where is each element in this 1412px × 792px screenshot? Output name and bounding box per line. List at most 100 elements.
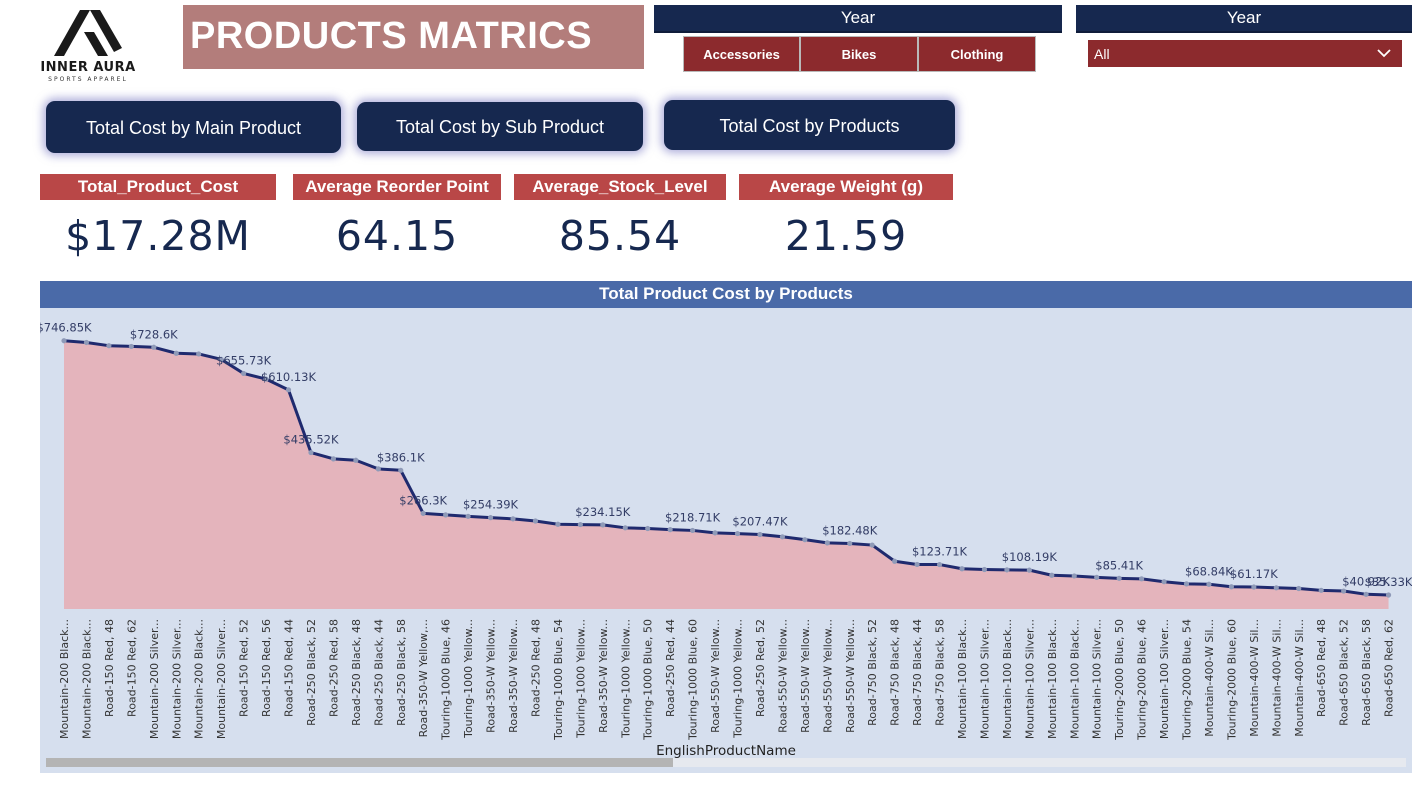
x-tick-label: Mountain-100 Silver...	[1091, 619, 1104, 739]
x-tick-label: Mountain-400-W Sil...	[1270, 619, 1283, 737]
kpi-label-average-stock-level: Average_Stock_Level	[514, 174, 726, 200]
x-tick-label: Road-350-W Yellow...	[597, 619, 610, 733]
x-tick-label: Touring-1000 Blue, 60	[687, 619, 700, 741]
data-point: Mountain-200 Silver...: 728.6K	[151, 344, 157, 350]
data-label: $746.85K	[40, 321, 92, 335]
x-tick-label: Road-250 Black, 58	[395, 619, 408, 726]
data-point: Mountain-100 Silver...: 76K	[1161, 579, 1167, 585]
data-point: Road-250 Red, 48: 245K	[532, 518, 539, 524]
data-label: $655.73K	[216, 353, 272, 367]
data-point: Touring-1000 Yellow...: 210K	[734, 530, 741, 537]
x-tick-label: Mountain-100 Silver...	[1023, 619, 1036, 739]
data-label: $266.3K	[399, 493, 447, 507]
data-label: $254.39K	[463, 498, 519, 512]
area-fill	[64, 340, 1389, 609]
x-tick-label: Road-150 Red, 44	[283, 619, 296, 717]
category-slicer-header: Year	[654, 5, 1062, 33]
total-cost-sub-product-button[interactable]: Total Cost by Sub Product	[357, 102, 643, 151]
x-tick-label: Road-650 Red, 62	[1383, 619, 1396, 717]
data-label: $218.71K	[665, 510, 721, 524]
data-point: Touring-2000 Blue, 50: 85.41K	[1116, 575, 1122, 581]
x-tick-label: Road-650 Black, 52	[1338, 619, 1351, 726]
x-tick-label: Touring-2000 Blue, 50	[1113, 619, 1126, 741]
x-tick-label: Mountain-200 Black...	[80, 619, 93, 739]
year-dropdown[interactable]: All	[1088, 40, 1402, 67]
chart-scrollbar-thumb[interactable]	[46, 758, 673, 767]
x-tick-label: Touring-2000 Blue, 60	[1225, 619, 1238, 741]
data-point: Road-650 Red, 62: 39K	[1385, 592, 1392, 598]
x-tick-label: Mountain-200 Silver...	[148, 619, 161, 739]
x-tick-label: Mountain-400-W Sil...	[1203, 619, 1216, 737]
brand-logo: INNER AURA SPORTS APPAREL	[26, 6, 150, 86]
x-tick-label: Road-650 Red, 48	[1315, 619, 1328, 717]
x-tick-label: Mountain-200 Silver...	[215, 619, 228, 739]
data-point: Road-550-W Yellow...: 201K	[779, 534, 786, 540]
data-point: Road-750 Black, 58: 123.71K	[936, 561, 943, 568]
x-tick-label: Mountain-100 Black...	[1046, 619, 1059, 739]
x-tick-label: Mountain-400-W Sil...	[1293, 619, 1306, 737]
total-cost-products-button[interactable]: Total Cost by Products	[664, 100, 955, 150]
x-tick-label: Road-350-W Yellow...	[485, 619, 498, 733]
slicer-option-accessories[interactable]: Accessories	[683, 36, 800, 72]
data-point: Road-750 Black, 44: 124K	[914, 561, 920, 568]
x-tick-label: Road-550-W Yellow...	[821, 619, 834, 733]
x-tick-label: Road-250 Red, 58	[327, 619, 340, 717]
data-point: Road-150 Red, 48: 733K	[106, 343, 112, 349]
data-point: Mountain-100 Silver...: 88K	[1094, 574, 1100, 580]
x-tick-label: Mountain-200 Black...	[193, 619, 206, 739]
product-cost-chart-panel: Total Product Cost by Products Mountain-…	[40, 281, 1412, 773]
kpi-value-total-product-cost: $17.28M	[65, 212, 251, 260]
data-point: Mountain-100 Black...: 112K	[959, 566, 965, 572]
data-point: Road-150 Red, 62: 731K	[128, 343, 134, 350]
x-tick-label: Road-750 Black, 48	[889, 619, 902, 726]
chart-scrollbar-track[interactable]	[46, 758, 1406, 767]
data-label: $123.71K	[912, 545, 968, 559]
slicer-option-clothing[interactable]: Clothing	[918, 36, 1036, 72]
x-tick-label: Road-250 Red, 44	[664, 619, 677, 717]
data-point: Road-350-W Yellow...: 251K	[510, 516, 516, 522]
x-tick-label: Mountain-100 Silver...	[978, 619, 991, 739]
data-point: Road-550-W Yellow...: 182.48K	[847, 540, 853, 547]
x-tick-label: Road-750 Black, 52	[866, 619, 879, 726]
product-cost-area-chart: Mountain-200 Black...: 746.85K Mountain-2…	[40, 321, 1412, 759]
year-dropdown-value: All	[1094, 46, 1110, 62]
data-point: Touring-1000 Blue, 50: 224K	[645, 525, 651, 532]
data-point: Touring-2000 Blue, 46: 84K	[1139, 576, 1145, 582]
chevron-down-icon	[1376, 40, 1392, 76]
data-label: $435.52K	[283, 433, 339, 447]
data-point: Mountain-400-W Sil...: 61.17K	[1251, 584, 1257, 590]
x-tick-label: Road-150 Red, 48	[103, 619, 116, 717]
data-point: Mountain-100 Black...: 94K	[1049, 572, 1055, 578]
data-point: Road-550-W Yellow...: 184K	[824, 540, 830, 546]
data-point: Mountain-200 Silver...: 695K	[218, 356, 224, 362]
page-title-banner: PRODUCTS MATRICS	[183, 5, 644, 69]
data-label: $182.48K	[822, 523, 878, 537]
x-tick-label: Mountain-100 Silver...	[1158, 619, 1171, 739]
page-title: PRODUCTS MATRICS	[190, 15, 593, 57]
year-slicer-header: Year	[1076, 5, 1412, 33]
data-point: Road-550-W Yellow...: 193K	[802, 537, 808, 543]
x-tick-label: Mountain-400-W Sil...	[1248, 619, 1261, 737]
data-point: Road-550-W Yellow...: 212K	[712, 530, 718, 536]
data-point: Mountain-200 Black...: 742K	[83, 339, 90, 346]
data-point: Mountain-100 Black...: 109K	[1004, 567, 1010, 573]
data-point: Road-350-W Yellow...: 234.15K	[600, 522, 606, 528]
x-tick-label: Touring-1000 Yellow...	[619, 619, 632, 739]
data-point: Mountain-200 Silver...: 712K	[173, 350, 179, 356]
kpi-label-average-weight: Average Weight (g)	[739, 174, 953, 200]
data-point: Road-650 Black, 52: 50K	[1341, 588, 1347, 594]
data-point: Road-250 Black, 52: 435.52K	[308, 449, 314, 456]
data-point: Road-250 Black, 58: 386.1K	[398, 467, 404, 473]
total-cost-main-product-button[interactable]: Total Cost by Main Product	[46, 101, 341, 153]
data-point: Road-650 Red, 48: 52K	[1318, 587, 1324, 593]
data-point: Road-250 Black, 44: 390K	[375, 466, 381, 472]
data-point: Road-750 Black, 52: 178K	[869, 542, 875, 548]
data-point: Touring-2000 Blue, 54: 70K	[1183, 581, 1190, 587]
data-label: $234.15K	[575, 505, 631, 519]
slicer-option-bikes[interactable]: Bikes	[800, 36, 918, 72]
data-point: Road-350-W Yellow...: 254.39K	[487, 515, 494, 521]
x-tick-label: Road-550-W Yellow...	[844, 619, 857, 733]
x-tick-label: Touring-1000 Blue, 50	[642, 619, 655, 741]
kpi-value-average-stock-level: 85.54	[558, 212, 682, 260]
data-label: $108.19K	[1002, 550, 1058, 564]
